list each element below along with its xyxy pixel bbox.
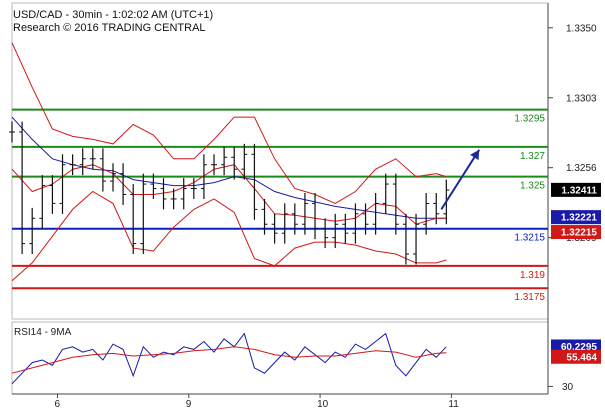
current-price-badge [551, 182, 601, 197]
rsi-y-tick-label: 30 [562, 382, 574, 393]
rsi-value-badge-label: 60.2295 [561, 342, 598, 353]
rsi-ma-badge-label: 55.464 [566, 352, 597, 363]
rsi-line [11, 332, 447, 385]
level-label: 1.327 [520, 151, 545, 162]
arrow-head-icon [470, 149, 480, 161]
x-tick-label: 10 [317, 399, 329, 410]
y-tick-label: 1.3303 [566, 93, 597, 104]
copyright-text: Research © 2016 TRADING CENTRAL [13, 22, 206, 34]
rsi-ma-badge [551, 349, 601, 364]
rsi-ma-line [11, 346, 447, 374]
level-label: 1.319 [520, 270, 545, 281]
forecast-arrow [440, 149, 481, 210]
bollinger-band-line [11, 164, 447, 225]
chart-title: USD/CAD - 30min - 1:02:02 AM (UTC+1) [13, 9, 214, 21]
level-label: 1.3295 [514, 114, 545, 125]
level-label: 1.3215 [514, 233, 545, 244]
band-price-badge [551, 225, 601, 240]
bollinger-band-line [11, 190, 447, 282]
level-label: 1.325 [520, 181, 545, 192]
rsi-panel-frame [11, 321, 549, 395]
ma-price-badge [551, 210, 601, 225]
ma-price-badge-label: 1.32221 [561, 213, 598, 224]
current-price-badge-label: 1.32411 [561, 185, 597, 196]
y-tick-label: 1.3256 [566, 163, 597, 174]
x-tick-label: 9 [186, 399, 192, 410]
band-price-badge-label: 1.32215 [561, 228, 598, 239]
bollinger-band-line [11, 42, 447, 204]
rsi-title: RSI14 - 9MA [14, 327, 72, 338]
y-tick-label: 1.3350 [566, 23, 597, 34]
x-tick-label: 11 [448, 399, 459, 410]
x-tick-label: 6 [54, 399, 60, 410]
level-label: 1.3175 [514, 292, 545, 303]
